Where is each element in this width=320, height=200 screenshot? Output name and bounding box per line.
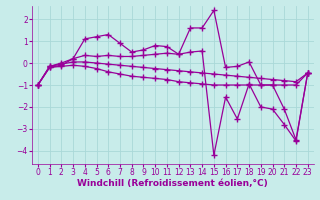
X-axis label: Windchill (Refroidissement éolien,°C): Windchill (Refroidissement éolien,°C) (77, 179, 268, 188)
